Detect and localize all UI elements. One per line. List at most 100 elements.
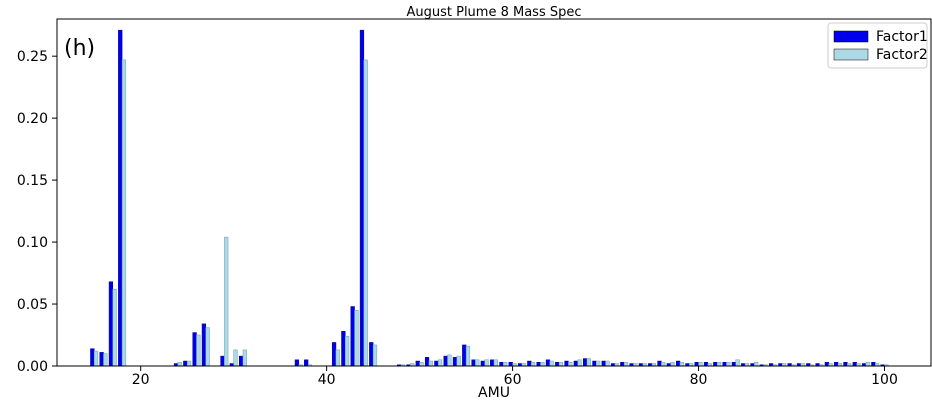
bar-factor1-amu-44 (359, 29, 365, 367)
bar-factor1-amu-31 (238, 355, 244, 367)
bar-factor2-amu-41 (335, 349, 340, 367)
bar-factor2-amu-84 (735, 359, 740, 367)
bar-factor1-amu-66 (564, 360, 569, 367)
bar-factor1-amu-76 (657, 360, 662, 367)
bar-factor1-amu-53 (443, 355, 448, 367)
bar-factor1-amu-69 (592, 360, 597, 367)
bar-factor2-amu-50 (419, 362, 424, 367)
bar-factor1-amu-55 (462, 344, 467, 367)
bar-factor2-amu-16 (103, 353, 108, 367)
bar-factor2-amu-17 (112, 288, 117, 367)
bar-factor1-amu-96 (843, 362, 848, 367)
bar-factor2-amu-82 (716, 362, 722, 367)
bar-factor2-amu-98 (865, 362, 870, 367)
bar-factor1-amu-70 (601, 360, 606, 367)
bar-factor2-amu-83 (726, 362, 731, 367)
x-tick-label: 100 (871, 372, 898, 388)
bar-factor1-amu-67 (573, 360, 578, 367)
bar-factor2-amu-54 (456, 355, 461, 367)
bar-factor2-amu-52 (437, 359, 443, 367)
bar-factor2-amu-59 (503, 362, 508, 367)
bar-factor2-amu-62 (530, 362, 536, 367)
y-tick-label: 0.15 (17, 173, 48, 189)
bar-factor1-amu-99 (871, 362, 876, 367)
bar-factor1-amu-16 (99, 352, 104, 367)
bar-factor1-amu-84 (731, 362, 737, 367)
y-tick-label: 0.00 (17, 359, 48, 375)
legend-label-factor2: Factor2 (876, 47, 928, 63)
y-tick-label: 0.10 (17, 235, 48, 251)
y-tick-label: 0.25 (17, 49, 48, 65)
chart-title: August Plume 8 Mass Spec (406, 5, 581, 20)
bar-factor1-amu-78 (675, 360, 681, 367)
bar-factor1-amu-57 (480, 360, 485, 367)
bar-factor1-amu-72 (620, 362, 625, 367)
x-tick-label: 20 (132, 372, 150, 388)
bar-factor1-amu-15 (90, 348, 95, 367)
bar-factor2-amu-67 (577, 359, 582, 367)
bar-factor1-amu-83 (722, 362, 727, 367)
y-tick-label: 0.20 (17, 111, 48, 127)
bar-factor2-amu-45 (372, 344, 378, 367)
bar-factor1-amu-38 (304, 359, 309, 367)
bar-factor1-amu-54 (452, 357, 458, 367)
bar-factor2-amu-64 (549, 360, 554, 367)
bar-factor2-amu-66 (568, 362, 573, 367)
bar-factor2-amu-76 (661, 362, 666, 367)
bar-factor2-amu-29 (224, 236, 229, 367)
bar-factor1-amu-45 (369, 342, 374, 367)
bar-factor1-amu-18 (118, 29, 123, 367)
bar-factor2-amu-77 (670, 362, 675, 367)
bar-factor2-amu-65 (558, 362, 564, 367)
bar-factor2-amu-86 (754, 362, 759, 367)
y-axis-ticks: 0.00 0.05 0.10 0.15 0.20 0.25 (17, 49, 57, 375)
bar-factor2-amu-72 (623, 362, 629, 367)
bar-factor1-amu-64 (545, 359, 551, 367)
bar-factor1-amu-94 (824, 362, 829, 367)
legend-swatch-factor1 (833, 30, 869, 43)
bar-factor1-amu-97 (852, 362, 857, 367)
bar-factor2-amu-30 (233, 349, 238, 367)
bar-factor2-amu-68 (586, 358, 591, 367)
x-tick-label: 80 (690, 372, 708, 388)
bar-factor2-amu-15 (93, 350, 99, 367)
bar-factor1-amu-17 (108, 281, 114, 367)
bar-factor2-amu-31 (242, 349, 247, 367)
bar-factor2-amu-53 (447, 354, 452, 367)
bar-factor2-amu-42 (344, 336, 350, 367)
bar-factor1-amu-95 (834, 362, 839, 367)
bar-factor1-amu-51 (424, 357, 430, 367)
x-axis-ticks: 20 40 60 80 100 (132, 366, 898, 388)
bar-factor2-amu-26 (196, 334, 201, 367)
bar-factor1-amu-60 (508, 362, 513, 367)
bar-factor1-amu-59 (499, 362, 504, 367)
bar-factor2-amu-43 (354, 309, 359, 367)
x-tick-label: 40 (318, 372, 336, 388)
bar-factor1-amu-58 (490, 359, 495, 367)
bar-factor2-amu-80 (698, 362, 703, 367)
bar-factor2-amu-44 (363, 59, 368, 367)
bar-factor1-amu-37 (294, 359, 299, 367)
legend: Factor1 Factor2 (827, 22, 928, 69)
bar-factor1-amu-43 (350, 306, 355, 367)
plot-frame (56, 18, 932, 367)
bar-factor2-amu-78 (679, 362, 684, 367)
plot-background (57, 19, 931, 366)
bar-factor1-amu-29 (220, 355, 225, 367)
bar-factor2-amu-25 (186, 360, 192, 367)
bar-factor1-amu-25 (183, 360, 188, 367)
bar-factor2-amu-18 (121, 59, 127, 367)
bar-factor2-amu-70 (605, 360, 610, 367)
bar-factor1-amu-56 (471, 359, 476, 367)
y-tick-label: 0.05 (17, 297, 48, 313)
bar-factor1-amu-63 (536, 362, 541, 367)
bar-factor1-amu-81 (703, 362, 709, 367)
x-axis-label: AMU (478, 385, 510, 401)
bar-factor2-amu-55 (465, 345, 471, 367)
bar-factor2-amu-27 (205, 327, 210, 367)
bar-factor2-amu-51 (428, 360, 433, 367)
bar-factor1-amu-42 (341, 331, 346, 367)
bar-factor2-amu-57 (484, 359, 489, 367)
bar-factor1-amu-26 (192, 332, 197, 367)
